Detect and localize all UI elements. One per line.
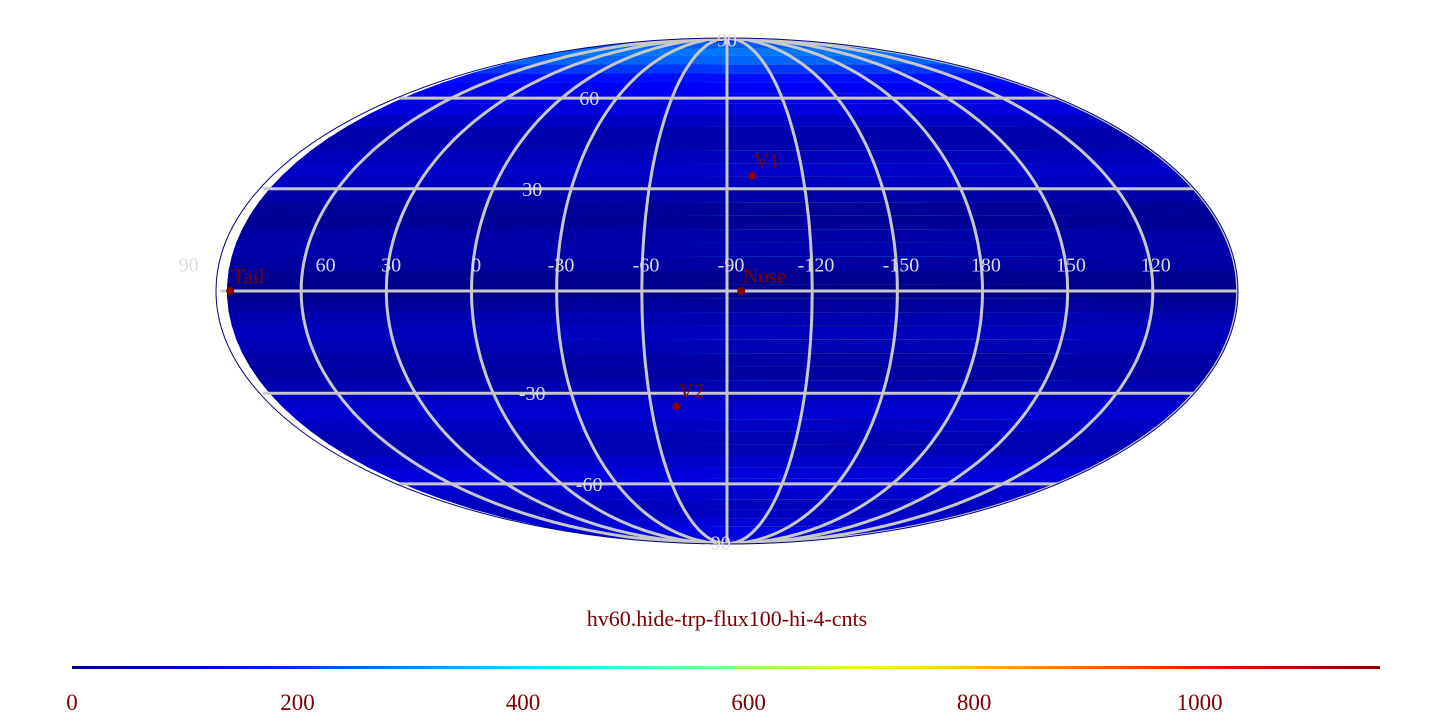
colorbar-tick-label: 800 xyxy=(957,690,992,715)
heatmap-cell xyxy=(473,63,987,74)
heatmap-cell xyxy=(281,162,1183,177)
colorbar-tick-label: 1000 xyxy=(1177,690,1223,715)
heatmap-cell xyxy=(346,455,1115,468)
heatmap-cell xyxy=(295,418,1169,432)
longitude-label: 90 xyxy=(179,255,199,277)
longitude-label: -90 xyxy=(718,255,745,277)
longitude-label: -150 xyxy=(883,255,920,277)
longitude-label: -60 xyxy=(633,255,660,277)
heatmap-cell xyxy=(258,379,1207,394)
heatmap-cell xyxy=(443,499,1017,510)
heatmap-cell xyxy=(368,103,1094,115)
latitude-label: -30 xyxy=(519,383,546,405)
heatmap-cell xyxy=(416,82,1045,94)
chart-title: hv60.hide-trp-flux100-hi-4-cnts xyxy=(587,606,867,631)
heatmap-cell xyxy=(443,72,1017,83)
marker-point xyxy=(748,171,757,180)
latitude-label: 60 xyxy=(579,88,599,110)
heatmap-cell xyxy=(327,443,1136,457)
heatmap-cell xyxy=(236,339,1230,354)
longitude-label: 150 xyxy=(1056,255,1086,277)
heatmap-cell xyxy=(327,126,1136,139)
heatmap-cell xyxy=(249,201,1216,216)
marker-point xyxy=(226,287,235,295)
marker-point xyxy=(737,287,746,295)
colorbar-tick-label: 600 xyxy=(731,690,766,715)
colorbar-tick-label: 200 xyxy=(280,690,315,715)
heatmap-cell xyxy=(231,325,1234,340)
marker-point xyxy=(672,402,681,411)
colorbar-ticks: 0 200 400 600 800 1000 xyxy=(66,690,1222,715)
heatmap-cell xyxy=(310,431,1153,445)
heatmap-cell xyxy=(249,366,1216,381)
heatmap-cell xyxy=(416,488,1045,500)
colorbar-tick-label: 0 xyxy=(66,690,78,715)
heatmap-cell xyxy=(269,175,1196,190)
longitude-label: 60 xyxy=(316,255,336,277)
heatmap-cell xyxy=(269,392,1196,407)
latitude-label: -90 xyxy=(704,532,731,554)
colorbar xyxy=(72,666,1380,669)
marker-label: V1 xyxy=(754,149,780,173)
longitude-label: -120 xyxy=(798,255,835,277)
heatmap-cell xyxy=(281,405,1183,420)
longitude-label: 180 xyxy=(971,255,1001,277)
latitude-label: 90 xyxy=(717,30,737,52)
marker-label: V2 xyxy=(679,379,705,403)
latitude-label: -60 xyxy=(576,474,603,496)
heatmap-cell xyxy=(258,188,1207,203)
heatmap-cell xyxy=(310,137,1153,151)
heatmap-cell xyxy=(242,215,1223,230)
heatmap-cell xyxy=(295,150,1169,164)
heatmap-cell xyxy=(236,228,1230,243)
marker-label: Tail xyxy=(232,264,265,288)
colorbar-tick-label: 400 xyxy=(506,690,541,715)
longitude-label: 0 xyxy=(471,255,481,277)
longitude-label: -30 xyxy=(548,255,575,277)
heatmap-cell xyxy=(368,466,1094,479)
heatmap-cell xyxy=(228,311,1237,326)
heatmap-cell xyxy=(346,114,1115,127)
heatmap-cell xyxy=(227,297,1238,313)
heatmap-cell xyxy=(473,508,987,519)
longitude-label: 30 xyxy=(381,255,401,277)
latitude-label: 30 xyxy=(522,179,542,201)
heatmap-cell xyxy=(242,352,1223,367)
marker-label: Nose xyxy=(743,264,786,288)
longitude-label: 120 xyxy=(1141,255,1171,277)
